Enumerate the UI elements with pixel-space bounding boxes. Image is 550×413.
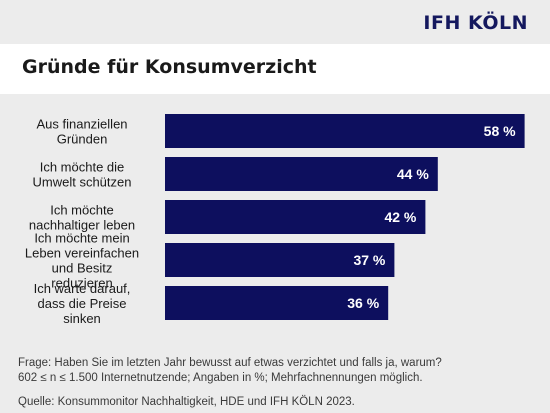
bar-chart: 58 % Aus finanziellen Gründen 44 % Ich möcht… bbox=[25, 114, 525, 326]
brand-logo: IFH KÖLN bbox=[423, 12, 528, 34]
bar bbox=[165, 286, 389, 320]
title-band: Gründe für Konsumverzicht bbox=[0, 44, 550, 94]
category-label: Ich warte darauf, dass die Preise sinken bbox=[34, 281, 131, 326]
category-label: Ich möchte nachhaltiger leben bbox=[29, 203, 135, 233]
category-label-line: nachhaltiger leben bbox=[29, 218, 135, 233]
bar bbox=[165, 114, 525, 148]
bar-value-label: 36 % bbox=[347, 295, 379, 311]
bar-value-label: 44 % bbox=[397, 166, 429, 182]
bar bbox=[165, 157, 438, 191]
footnote-sample: 602 ≤ n ≤ 1.500 Internetnutzende; Angabe… bbox=[18, 372, 423, 384]
category-label-line: Leben vereinfachen bbox=[25, 246, 139, 261]
category-label: Ich möchte mein Leben vereinfachen und Bes… bbox=[25, 231, 139, 291]
category-label-line: Gründen bbox=[57, 132, 108, 147]
bar bbox=[165, 243, 395, 277]
chart-title: Gründe für Konsumverzicht bbox=[22, 56, 317, 78]
bar-value-label: 42 % bbox=[384, 209, 416, 225]
category-label-line: Ich warte darauf, bbox=[34, 281, 131, 296]
category-label-line: Ich möchte bbox=[50, 203, 114, 218]
category-label-line: Umwelt schützen bbox=[33, 175, 132, 190]
category-label-line: dass die Preise bbox=[38, 296, 127, 311]
bar-value-label: 58 % bbox=[484, 123, 516, 139]
category-label-line: sinken bbox=[63, 311, 101, 326]
bar-value-label: 37 % bbox=[353, 252, 385, 268]
category-label-line: und Besitz bbox=[52, 261, 113, 276]
footnote-source: Quelle: Konsummonitor Nachhaltigkeit, HD… bbox=[18, 396, 355, 408]
footnote-question: Frage: Haben Sie im letzten Jahr bewusst… bbox=[18, 357, 442, 369]
category-label: Aus finanziellen Gründen bbox=[36, 117, 127, 147]
category-label: Ich möchte die Umwelt schützen bbox=[33, 160, 132, 190]
category-label-line: reduzieren bbox=[51, 276, 112, 291]
category-label-line: Ich möchte die bbox=[40, 160, 125, 175]
category-label-line: Ich möchte mein bbox=[34, 231, 129, 246]
category-label-line: Aus finanziellen bbox=[36, 117, 127, 132]
bar bbox=[165, 200, 426, 234]
